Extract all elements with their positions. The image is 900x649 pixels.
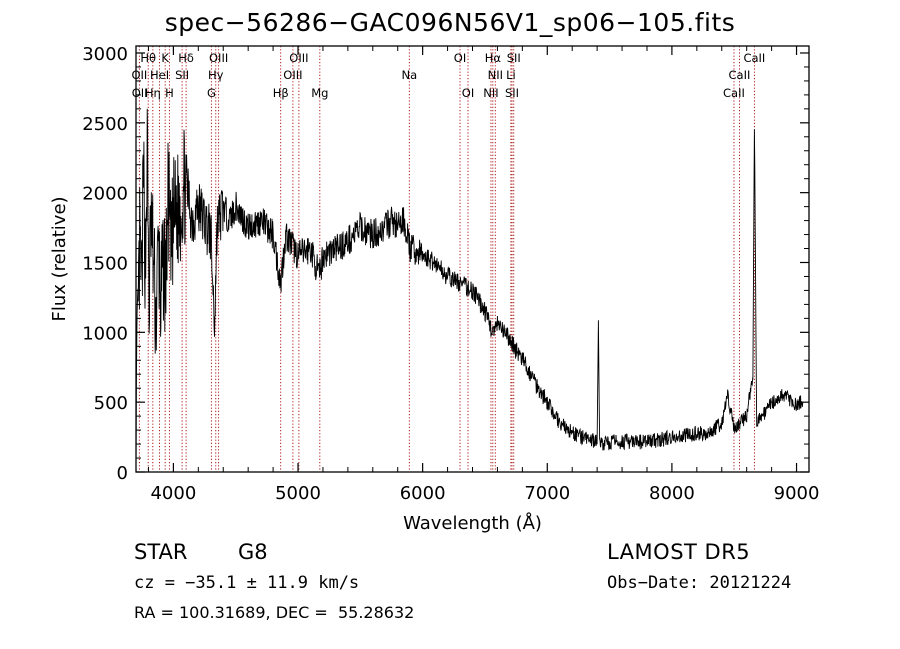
redshift-cz: cz = −35.1 ± 11.9 km/s [134, 573, 360, 593]
line-label: CaII [729, 68, 751, 82]
spectrum-line [135, 108, 804, 473]
chart-title: spec−56286−GAC096N56V1_sp06−105.fits [164, 8, 736, 37]
line-label: CaII [723, 86, 745, 100]
line-label: K [161, 51, 169, 65]
y-tick-label: 0 [117, 463, 128, 484]
y-tick-label: 3000 [82, 44, 128, 65]
x-axis-label: Wavelength (Å) [403, 512, 542, 534]
y-tick-label: 1500 [82, 253, 128, 274]
line-label: Hθ [140, 51, 156, 65]
line-label: Li [506, 68, 516, 82]
x-tick-label: 4000 [150, 483, 196, 504]
line-label: HeI [150, 68, 169, 82]
axis-ticks: 4000 5000 6000 7000 8000 9000 0 500 1000 1500 2000… [82, 44, 819, 504]
line-label: OII [132, 86, 148, 100]
y-tick-label: 1000 [82, 323, 128, 344]
x-tick-label: 5000 [275, 483, 321, 504]
line-label: OI [462, 86, 474, 100]
line-label: Hβ [273, 86, 289, 100]
line-marker-layer [138, 46, 755, 472]
line-label: NII [488, 68, 503, 82]
line-label: Na [401, 68, 417, 82]
line-label: OIII [283, 68, 302, 82]
y-tick-label: 2500 [82, 114, 128, 135]
spectrum-layer [135, 108, 804, 473]
line-labels: Hθ K Hδ OIII OIII OI Hα SII CaII OII HeI SII Hγ OIII N… [131, 51, 765, 100]
line-label: G [207, 86, 216, 100]
line-label: SII [507, 51, 521, 65]
line-label: Hγ [208, 68, 224, 82]
line-label: OI [454, 51, 466, 65]
line-label: NII [483, 86, 498, 100]
observation-date: Obs−Date: 20121224 [607, 573, 792, 593]
x-tick-label: 7000 [524, 483, 570, 504]
line-label: OIII [209, 51, 228, 65]
line-label: CaII [743, 51, 765, 65]
object-class: STAR [134, 540, 188, 564]
line-label: H [165, 86, 174, 100]
line-label: Hα [485, 51, 502, 65]
x-tick-label: 8000 [649, 483, 695, 504]
object-subclass: G8 [238, 540, 268, 564]
line-label: Hη [145, 86, 161, 100]
line-label: SII [175, 68, 189, 82]
line-label: Hδ [178, 51, 194, 65]
y-axis-label: Flux (relative) [49, 196, 70, 321]
line-label: OII [131, 68, 147, 82]
y-tick-label: 2000 [82, 184, 128, 205]
line-label: SII [505, 86, 519, 100]
x-tick-label: 6000 [400, 483, 446, 504]
line-label: OIII [289, 51, 308, 65]
x-tick-label: 9000 [774, 483, 820, 504]
y-tick-label: 500 [94, 393, 128, 414]
line-label: Mg [311, 86, 328, 100]
survey-name: LAMOST DR5 [607, 540, 751, 564]
coordinates: RA = 100.31689, DEC = 55.28632 [134, 603, 415, 622]
plot-frame [135, 45, 810, 473]
